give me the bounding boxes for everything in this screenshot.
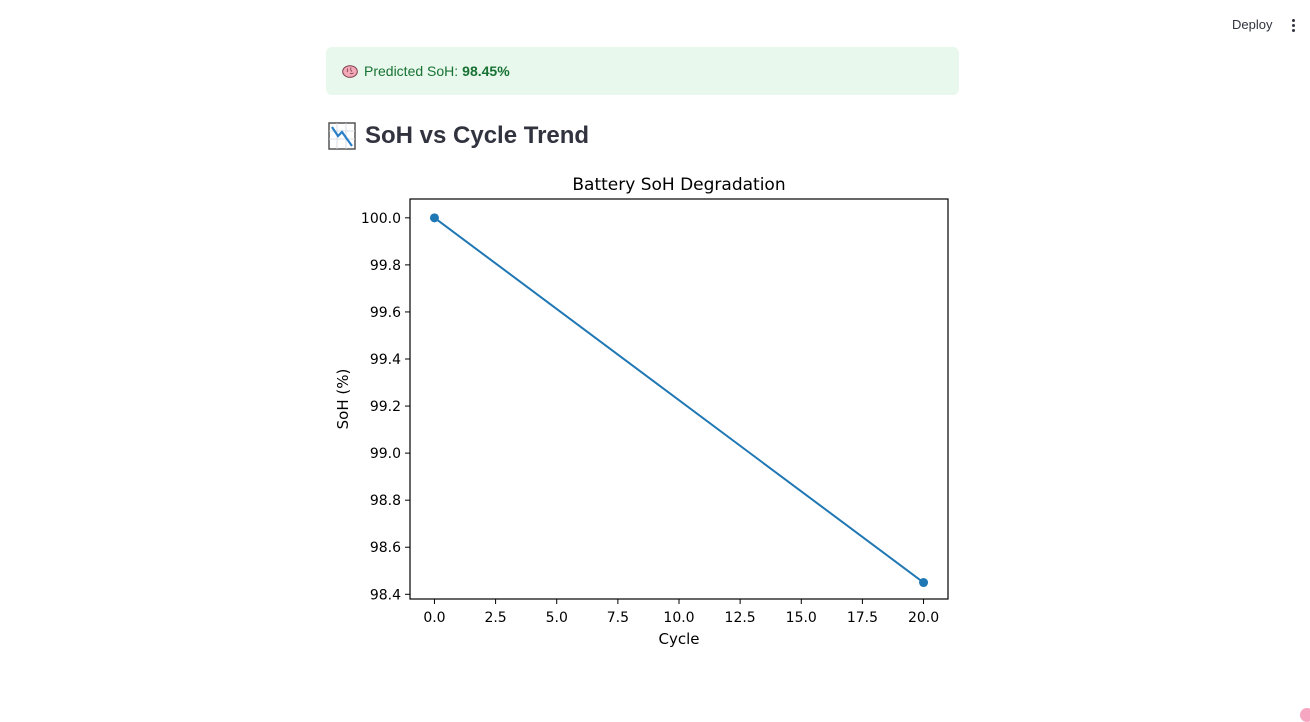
x-tick-label: 15.0 bbox=[786, 610, 817, 626]
deploy-button[interactable]: Deploy bbox=[1232, 17, 1273, 32]
top-toolbar: Deploy bbox=[0, 0, 1310, 50]
alert-label: Predicted SoH: bbox=[364, 63, 459, 79]
x-tick-label: 7.5 bbox=[607, 610, 629, 626]
x-tick-label: 0.0 bbox=[423, 610, 445, 626]
y-tick-label: 98.8 bbox=[370, 493, 401, 509]
success-alert: Predicted SoH: 98.45% bbox=[326, 47, 959, 95]
y-axis-label: SoH (%) bbox=[334, 369, 352, 430]
y-tick-label: 99.8 bbox=[370, 258, 401, 274]
x-tick-label: 20.0 bbox=[908, 610, 939, 626]
y-tick-label: 98.6 bbox=[370, 540, 401, 556]
x-tick-label: 12.5 bbox=[725, 610, 756, 626]
chart-decreasing-icon bbox=[328, 122, 356, 150]
status-indicator bbox=[1300, 708, 1310, 722]
y-tick-label: 99.2 bbox=[370, 399, 401, 415]
y-tick-label: 98.4 bbox=[370, 587, 401, 603]
series-line bbox=[433, 217, 925, 584]
brain-icon bbox=[342, 64, 358, 78]
alert-value: 98.45% bbox=[462, 63, 510, 79]
x-tick-label: 5.0 bbox=[546, 610, 568, 626]
y-tick-label: 99.0 bbox=[370, 446, 401, 462]
section-heading: SoH vs Cycle Trend bbox=[326, 121, 959, 151]
x-axis-label: Cycle bbox=[659, 630, 700, 648]
chart-title: Battery SoH Degradation bbox=[572, 175, 785, 195]
main-content: Predicted SoH: 98.45% SoH vs Cycle Trend… bbox=[326, 47, 959, 648]
y-tick-label: 99.4 bbox=[370, 352, 401, 368]
data-point bbox=[919, 578, 929, 588]
x-tick-label: 17.5 bbox=[847, 610, 878, 626]
y-tick-label: 100.0 bbox=[361, 211, 401, 227]
x-tick-label: 10.0 bbox=[663, 610, 694, 626]
soh-chart: Battery SoH Degradation 0.0 2.5 5.0 7.5 10.0 1… bbox=[326, 167, 959, 657]
data-point bbox=[429, 213, 439, 223]
more-vertical-icon[interactable] bbox=[1282, 14, 1304, 36]
y-tick-label: 99.6 bbox=[370, 305, 401, 321]
chart-canvas: Battery SoH Degradation 0.0 2.5 5.0 7.5 10.0 1… bbox=[334, 175, 949, 648]
section-title: SoH vs Cycle Trend bbox=[365, 122, 590, 149]
x-tick-label: 2.5 bbox=[484, 610, 506, 626]
